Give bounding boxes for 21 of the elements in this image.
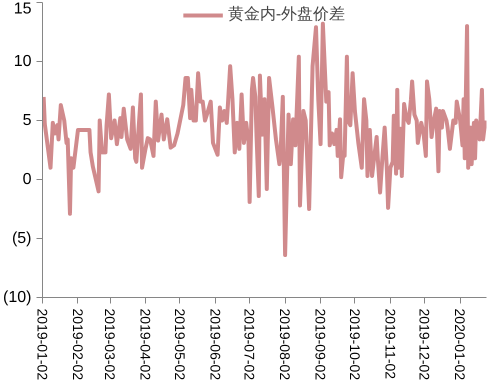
x-tick-label: 2019-11-02 bbox=[382, 308, 398, 380]
y-tick-label: 5 bbox=[22, 112, 32, 129]
x-tick-label: 2019-05-02 bbox=[172, 308, 188, 380]
x-tick-label: 2019-07-02 bbox=[242, 308, 258, 380]
x-tick-label: 2019-04-02 bbox=[137, 308, 154, 380]
x-tick-label: 2019-02-02 bbox=[70, 308, 86, 380]
x-tick-label: 2019-06-02 bbox=[207, 308, 224, 380]
y-tick-label: 15 bbox=[14, 0, 32, 18]
y-tick-label: (10) bbox=[3, 289, 32, 306]
x-tick-label: 2019-09-02 bbox=[312, 308, 329, 380]
x-tick-label: 2019-10-02 bbox=[346, 308, 363, 380]
y-tick-label: (5) bbox=[12, 230, 32, 247]
y-tick-label: 10 bbox=[14, 53, 32, 70]
x-tick-label: 2020-01-02 bbox=[452, 308, 468, 380]
y-tick-label: 0 bbox=[22, 171, 32, 188]
x-tick-label: 2019-01-02 bbox=[34, 308, 50, 380]
x-tick-label: 2019-03-02 bbox=[102, 308, 118, 380]
legend-label: 黄金内-外盘价差 bbox=[228, 4, 346, 25]
x-tick-label: 2019-08-02 bbox=[277, 308, 294, 380]
x-tick-label: 2019-12-02 bbox=[416, 308, 433, 380]
line-series bbox=[42, 22, 486, 258]
